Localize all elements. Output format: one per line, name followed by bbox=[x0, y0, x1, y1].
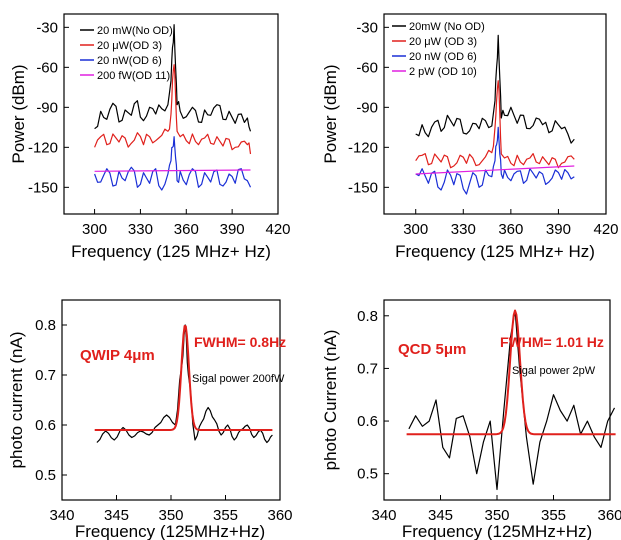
series-line-20-w-od-3- bbox=[415, 80, 575, 169]
y-tick-label: -120 bbox=[28, 139, 58, 156]
legend-entry: 20 nW (OD 6) bbox=[409, 51, 477, 63]
y-tick-label: -30 bbox=[36, 19, 58, 36]
series-line-fit-curve bbox=[94, 325, 273, 431]
x-tick-label: 330 bbox=[451, 221, 476, 238]
x-tick-label: 330 bbox=[128, 221, 153, 238]
x-axis-label: Frequency (125MHz+Hz) bbox=[402, 522, 592, 540]
axis-ticks: 340 345 350 355 360 0.5 0.6 0.7 0.8 bbox=[357, 308, 621, 524]
panel-bottom-left-chart: 340 345 350 355 360 0.5 0.6 0.7 0.8 QWIP 4μm FWH… bbox=[7, 299, 293, 540]
series-line-20-nw-od-6- bbox=[415, 126, 575, 195]
series-line-20-nw-od-6- bbox=[94, 136, 252, 191]
fwhm-label: FWHM= 1.01 Hz bbox=[500, 334, 604, 350]
x-tick-label: 360 bbox=[267, 507, 292, 524]
legend: 20mW (No OD) 20 μW (OD 3) 20 nW (OD 6) 2 pW… bbox=[392, 21, 485, 78]
x-tick-label: 300 bbox=[403, 221, 428, 238]
y-tick-label: -90 bbox=[356, 99, 378, 116]
x-tick-label: 355 bbox=[541, 507, 566, 524]
x-tick-label: 390 bbox=[220, 221, 245, 238]
series-lines bbox=[406, 309, 616, 491]
series-line-2-pw-od-10- bbox=[415, 165, 575, 175]
legend-entry: 20 μW(OD 3) bbox=[97, 40, 162, 52]
series-line-fit-curve bbox=[406, 309, 616, 436]
y-tick-label: 0.6 bbox=[35, 417, 56, 434]
x-tick-label: 355 bbox=[213, 507, 238, 524]
x-tick-label: 360 bbox=[174, 221, 199, 238]
device-label: QWIP 4μm bbox=[80, 347, 155, 364]
x-axis-label: Frequency (125 MHz+ Hz) bbox=[395, 242, 595, 261]
fwhm-label: FWHM= 0.8Hz bbox=[194, 334, 286, 350]
y-tick-label: -120 bbox=[348, 139, 378, 156]
plot-frame bbox=[61, 299, 281, 501]
legend-entry: 20 nW(OD 6) bbox=[97, 55, 162, 67]
series-lines bbox=[415, 34, 575, 195]
x-axis-label: Frequency (125MHz+Hz) bbox=[75, 522, 265, 540]
series-line-20mw-no-od- bbox=[415, 34, 575, 144]
y-tick-label: -30 bbox=[356, 19, 378, 36]
series-lines bbox=[94, 324, 273, 444]
series-lines bbox=[94, 24, 252, 191]
x-tick-label: 340 bbox=[371, 507, 396, 524]
y-tick-label: 0.5 bbox=[35, 467, 56, 484]
y-tick-label: -90 bbox=[36, 99, 58, 116]
y-tick-label: -150 bbox=[348, 179, 378, 196]
plot-frame bbox=[383, 13, 607, 215]
axis-ticks: 300 330 360 390 420 -30 -60 -90 -120 -150 bbox=[28, 19, 291, 238]
x-axis-label: Frequency (125 MHz+ Hz) bbox=[71, 242, 271, 261]
y-tick-label: 0.7 bbox=[357, 360, 378, 377]
x-tick-label: 420 bbox=[593, 221, 618, 238]
legend-entry: 20 mW(No OD) bbox=[97, 25, 173, 37]
panel-top-right-chart: 300 330 360 390 420 -30 -60 -90 -120 -150 20mW (N… bbox=[321, 13, 619, 261]
legend-entry: 20mW (No OD) bbox=[409, 21, 485, 33]
signal-power-label: Sigal power 200fW bbox=[192, 373, 285, 385]
y-tick-label: 0.8 bbox=[35, 317, 56, 334]
x-tick-label: 350 bbox=[158, 507, 183, 524]
legend: 20 mW(No OD) 20 μW(OD 3) 20 nW(OD 6) 200 fW… bbox=[80, 25, 173, 82]
y-tick-label: -150 bbox=[28, 179, 58, 196]
y-tick-label: 0.6 bbox=[357, 413, 378, 430]
x-tick-label: 340 bbox=[49, 507, 74, 524]
panel-top-left-chart: 300 330 360 390 420 -30 -60 -90 -120 -150 20 mW(N… bbox=[9, 13, 291, 261]
legend-entry: 2 pW (OD 10) bbox=[409, 66, 477, 78]
y-tick-label: 0.7 bbox=[35, 367, 56, 384]
y-axis-label: Power (dBm) bbox=[321, 64, 340, 163]
y-tick-label: 0.8 bbox=[357, 308, 378, 325]
signal-power-label: Sigal power 2pW bbox=[512, 365, 596, 377]
y-tick-label: 0.5 bbox=[357, 466, 378, 483]
y-tick-label: -60 bbox=[36, 59, 58, 76]
device-label: QCD 5μm bbox=[398, 341, 466, 358]
series-line-20-mw-no-od- bbox=[94, 24, 252, 132]
x-tick-label: 420 bbox=[265, 221, 290, 238]
axis-ticks: 300 330 360 390 420 -30 -60 -90 -120 -150 bbox=[348, 19, 619, 238]
x-tick-label: 345 bbox=[104, 507, 129, 524]
y-tick-label: -60 bbox=[356, 59, 378, 76]
panel-bottom-right-chart: 340 345 350 355 360 0.5 0.6 0.7 0.8 QCD 5μm FWHM… bbox=[321, 299, 621, 540]
x-tick-label: 350 bbox=[484, 507, 509, 524]
x-tick-label: 390 bbox=[546, 221, 571, 238]
plot-frame bbox=[383, 299, 611, 501]
y-axis-label: photo current (nA) bbox=[7, 331, 26, 468]
x-tick-label: 300 bbox=[82, 221, 107, 238]
y-axis-label: Power (dBm) bbox=[9, 64, 28, 163]
x-tick-label: 345 bbox=[428, 507, 453, 524]
legend-entry: 200 fW(OD 11) bbox=[97, 70, 170, 82]
axis-ticks: 340 345 350 355 360 0.5 0.6 0.7 0.8 bbox=[35, 317, 292, 524]
y-axis-label: photo Current (nA) bbox=[321, 330, 340, 471]
series-line-200-fw-od-11- bbox=[94, 169, 251, 172]
plot-frame bbox=[63, 13, 279, 215]
x-tick-label: 360 bbox=[498, 221, 523, 238]
x-tick-label: 360 bbox=[597, 507, 621, 524]
series-line-20-w-od-3- bbox=[94, 64, 252, 155]
legend-entry: 20 μW (OD 3) bbox=[409, 36, 477, 48]
